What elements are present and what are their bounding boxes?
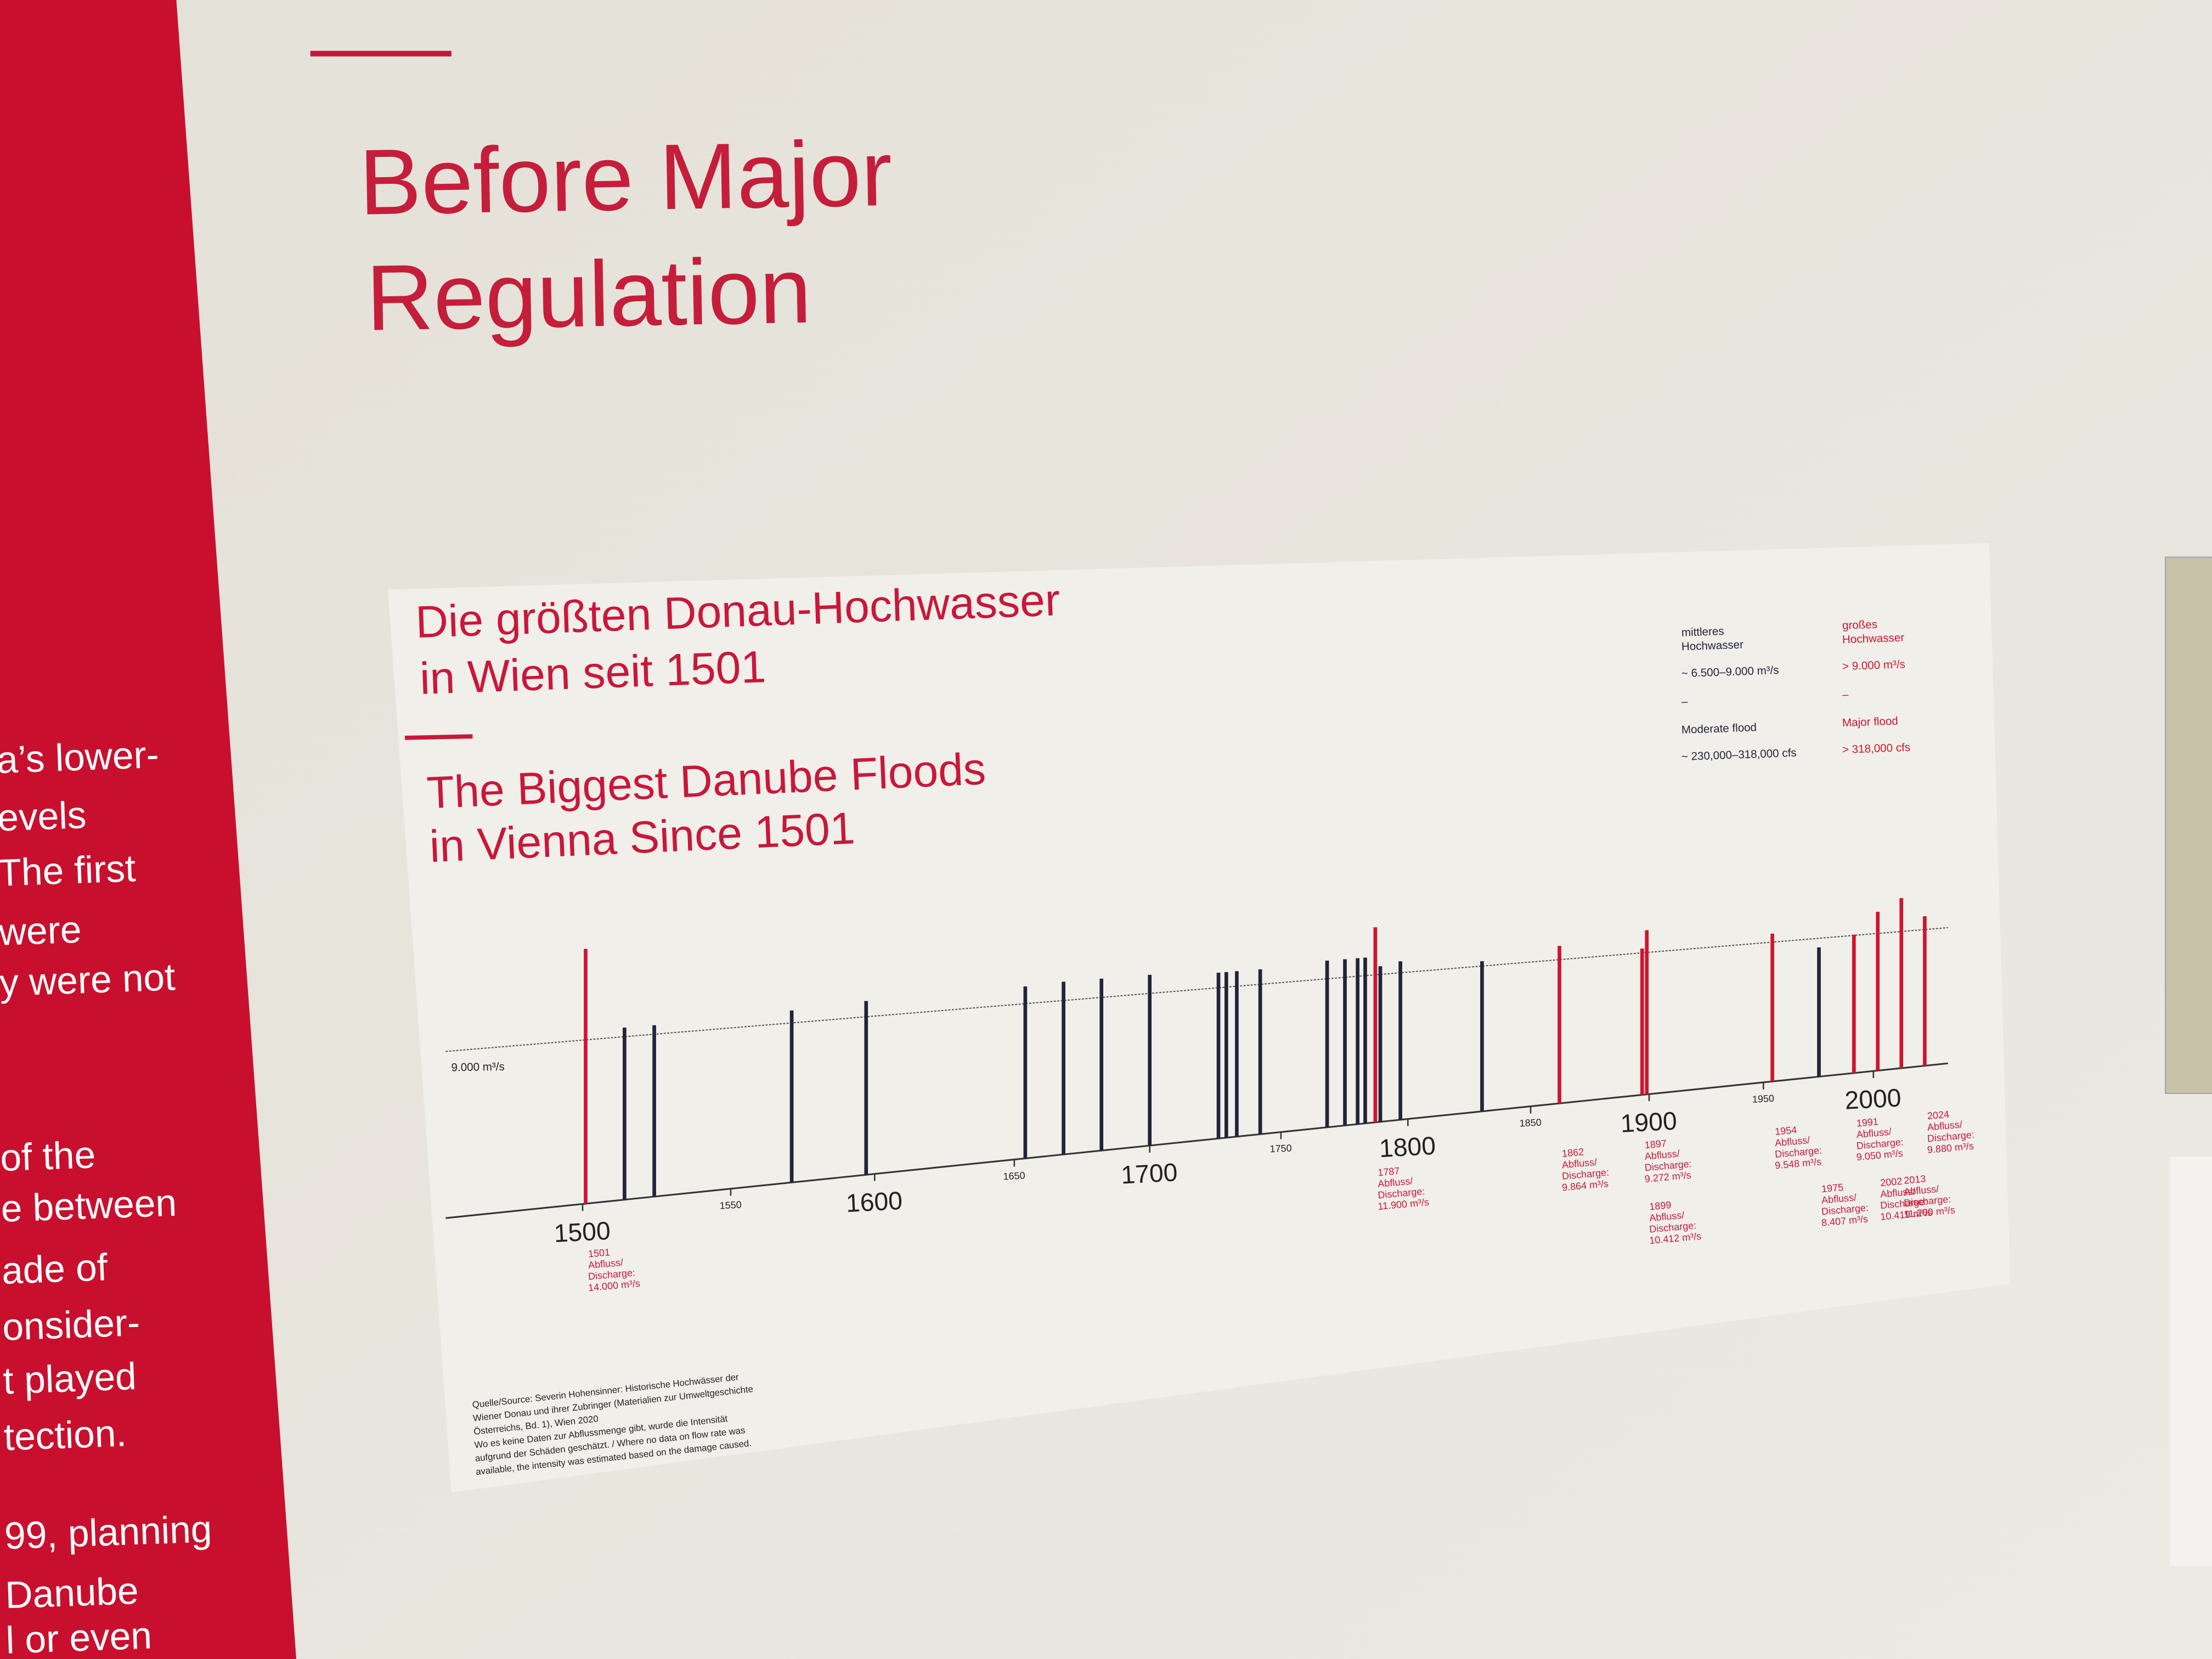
data-label: 1501 [588,1246,611,1259]
side-text: onsider- [2,1301,140,1348]
data-label: 1954 [1774,1125,1797,1137]
side-text: ade of [1,1245,109,1292]
legend-name: großes [1842,618,1878,632]
legend-name: Hochwasser [1681,638,1744,653]
legend-name-en: Moderate flood [1681,721,1757,736]
side-text: were [0,908,82,953]
reference-label: 9.000 m³/s [451,1060,505,1074]
page-title: Regulation [365,238,812,350]
x-tick-label: 1650 [1003,1170,1025,1182]
side-text: e between [0,1181,177,1230]
rule [404,734,473,740]
side-text: Danube [4,1569,139,1616]
side-text: t played [2,1355,137,1402]
card [2169,1156,2212,1566]
data-label: 1991 [1856,1116,1879,1128]
reference-line [445,927,1948,1052]
poster [388,543,2011,1493]
data-label: 1787 [1378,1165,1401,1178]
data-label: 2024 [1927,1109,1950,1121]
data-label: 2002 [1880,1176,1903,1188]
legend-name: Hochwasser [1842,631,1905,646]
legend-range: > 9.000 m³/s [1842,658,1906,673]
title-de: in Wien seit 1501 [419,642,767,704]
side-text: The first [0,847,136,894]
side-text: evels [0,793,87,839]
side-text: l or even [5,1613,153,1659]
x-tick-label: 1950 [1752,1093,1774,1105]
frame [2164,556,2212,1094]
side-text: a’s lower- [0,733,160,781]
data-label: 1862 [1561,1146,1584,1159]
data-label: 2013 [1903,1173,1926,1186]
legend-name: mittleres [1681,625,1724,639]
x-tick-label: 1800 [1379,1131,1437,1163]
side-text: of the [0,1133,96,1179]
side-text: 99, planning [4,1507,213,1557]
x-tick-label: 1900 [1620,1107,1678,1138]
side-text: y were not [0,955,176,1004]
page-title: Before Major [358,121,893,234]
side-text: tection. [3,1412,127,1459]
data-label: 1975 [1821,1182,1844,1194]
data-label: 1899 [1649,1199,1672,1212]
x-axis [445,1062,1948,1219]
x-tick-label: 1750 [1269,1142,1292,1154]
x-tick-label: 2000 [1844,1083,1902,1114]
x-tick-label: 1550 [719,1199,742,1211]
data-label: 1897 [1644,1138,1667,1150]
x-tick-label: 1500 [553,1216,611,1248]
legend-sep: – [1681,695,1689,708]
legend-sep: – [1842,688,1849,701]
legend-name-en: Major flood [1842,715,1898,730]
x-tick-label: 1850 [1519,1117,1542,1129]
x-tick-label: 1700 [1120,1158,1178,1189]
legend-range-en: > 318,000 cfs [1842,741,1911,756]
red-panel [0,0,296,1659]
x-tick-label: 1600 [845,1186,904,1217]
